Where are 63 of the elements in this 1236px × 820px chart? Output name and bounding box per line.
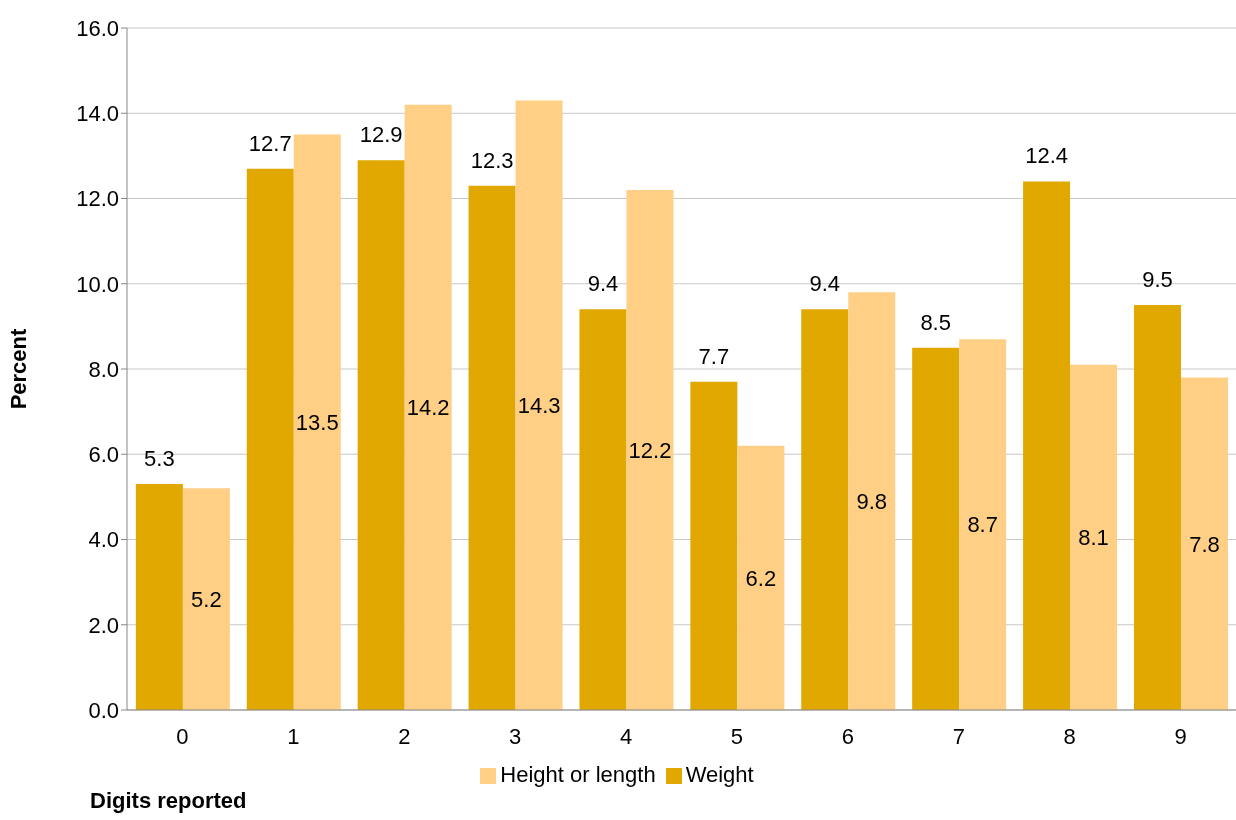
data-label: 7.8 xyxy=(1189,531,1220,557)
data-label: 9.5 xyxy=(1142,267,1173,293)
x-tick-label: 2 xyxy=(398,723,411,749)
data-label: 12.3 xyxy=(470,147,514,173)
y-axis-title: Percent xyxy=(5,327,31,410)
bar xyxy=(468,185,516,710)
data-label: 12.4 xyxy=(1025,143,1068,169)
x-tick-label: 8 xyxy=(1063,723,1076,749)
bar xyxy=(515,100,563,710)
bar xyxy=(912,347,960,710)
bar xyxy=(357,160,405,710)
data-label: 9.4 xyxy=(809,271,841,297)
bar xyxy=(404,104,452,710)
data-label: 14.3 xyxy=(517,393,561,419)
x-axis-title: Digits reported xyxy=(90,788,248,814)
data-label: 5.3 xyxy=(144,446,175,472)
data-label: 7.7 xyxy=(698,343,730,369)
x-tick-label: 3 xyxy=(509,723,522,749)
data-label: 12.7 xyxy=(248,130,292,156)
y-tick-label: 4.0 xyxy=(88,527,119,553)
y-tick-label: 16.0 xyxy=(76,15,119,41)
y-tick-label: 2.0 xyxy=(88,612,119,638)
y-tick-label: 6.0 xyxy=(88,442,119,468)
legend-label: Weight xyxy=(685,762,754,787)
bar xyxy=(1180,377,1228,710)
data-label: 9.8 xyxy=(856,488,888,514)
y-tick-label: 10.0 xyxy=(76,271,119,297)
x-tick-label: 0 xyxy=(176,723,189,749)
bar xyxy=(246,168,294,710)
data-label: 8.5 xyxy=(920,309,951,335)
bar xyxy=(737,445,785,710)
data-label: 12.2 xyxy=(628,437,672,463)
x-tick-label: 4 xyxy=(619,723,633,749)
bar xyxy=(626,189,674,710)
bar xyxy=(848,292,896,710)
bar xyxy=(690,381,738,710)
bar xyxy=(1070,364,1118,710)
bar xyxy=(579,309,627,710)
x-tick-label: 7 xyxy=(952,723,965,749)
data-label: 12.9 xyxy=(359,122,403,148)
data-label: 8.7 xyxy=(967,512,998,538)
x-tick-label: 5 xyxy=(730,723,744,749)
data-label: 8.1 xyxy=(1078,525,1109,551)
bar xyxy=(1133,305,1181,710)
x-tick-label: 9 xyxy=(1174,723,1187,749)
data-label: 14.2 xyxy=(406,395,450,421)
bar xyxy=(801,309,849,710)
x-tick-label: 1 xyxy=(287,723,300,749)
bar xyxy=(293,134,341,710)
bar xyxy=(182,488,230,710)
data-label: 5.2 xyxy=(191,586,222,612)
legend-label: Height or length xyxy=(500,762,656,787)
y-tick-label: 0.0 xyxy=(88,697,119,723)
data-label: 13.5 xyxy=(295,410,339,436)
bar xyxy=(135,484,183,710)
bar xyxy=(959,339,1007,710)
y-tick-label: 14.0 xyxy=(76,101,119,127)
y-tick-label: 12.0 xyxy=(76,186,119,212)
bar xyxy=(1023,181,1071,710)
x-tick-label: 6 xyxy=(841,723,854,749)
data-label: 9.4 xyxy=(587,271,619,297)
data-label: 6.2 xyxy=(745,565,777,591)
y-tick-label: 8.0 xyxy=(88,356,119,382)
